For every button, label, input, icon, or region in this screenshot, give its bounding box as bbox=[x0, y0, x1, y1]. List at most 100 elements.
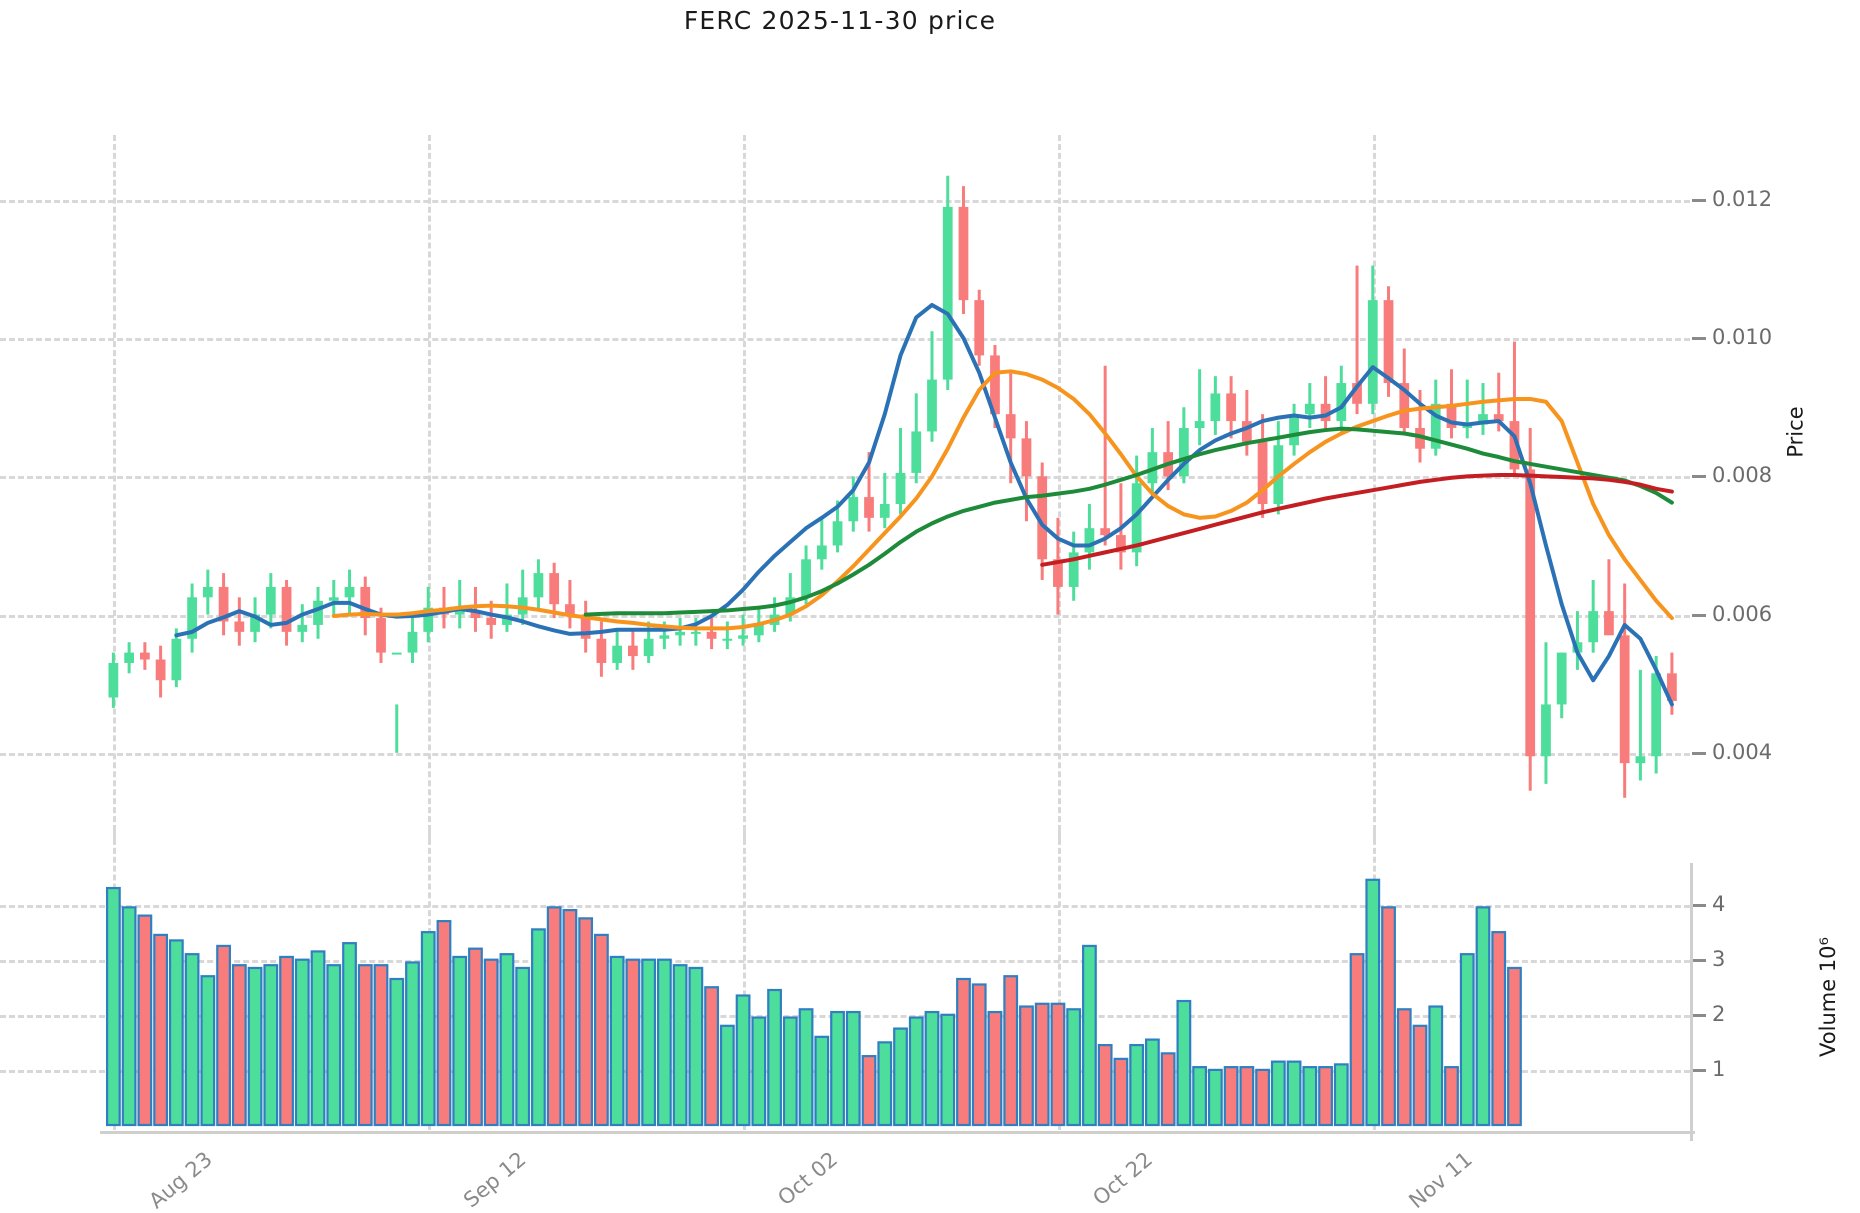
volume-bar bbox=[231, 964, 247, 1127]
volume-bar bbox=[216, 944, 231, 1127]
candle-body bbox=[1604, 611, 1614, 636]
price-tick-label: 0.006 bbox=[1712, 601, 1773, 626]
price-candles-svg bbox=[108, 175, 1677, 798]
candle-body bbox=[722, 638, 733, 641]
candle-body bbox=[628, 645, 638, 657]
volume-tick-mark bbox=[1692, 903, 1706, 907]
volume-bar bbox=[531, 928, 546, 1127]
volume-gridline bbox=[0, 1069, 1690, 1073]
candle-body bbox=[1446, 403, 1457, 428]
candle-body bbox=[738, 635, 748, 639]
candle-body bbox=[1257, 441, 1268, 505]
candle-body bbox=[391, 652, 402, 655]
candle-body bbox=[533, 573, 544, 598]
candle-body bbox=[423, 607, 434, 632]
candle-body bbox=[1509, 421, 1520, 470]
volume-bar bbox=[861, 1055, 877, 1127]
volume-bar bbox=[594, 933, 609, 1127]
candle-body bbox=[344, 586, 355, 598]
moving-average-line bbox=[583, 426, 1674, 617]
date-tick-label: Oct 22 bbox=[1088, 1147, 1158, 1211]
volume-axis-label: Volume 10⁶ bbox=[1815, 937, 1840, 1057]
volume-bars-svg bbox=[105, 878, 1522, 1127]
candle-body bbox=[1178, 427, 1189, 477]
candle-body bbox=[218, 586, 229, 622]
volume-bar bbox=[1097, 1044, 1113, 1127]
volume-axis-spine bbox=[1690, 863, 1693, 1141]
volume-bar bbox=[688, 966, 704, 1127]
date-gridline bbox=[1372, 135, 1376, 840]
volume-bar bbox=[436, 920, 452, 1127]
candle-body bbox=[1241, 421, 1252, 442]
price-tick-mark bbox=[1692, 613, 1706, 617]
candle-body bbox=[690, 631, 701, 634]
volume-bar bbox=[1082, 944, 1097, 1127]
volume-bar bbox=[452, 955, 468, 1127]
volume-gridline bbox=[0, 904, 1690, 908]
price-gridline bbox=[0, 199, 1690, 203]
volume-bar bbox=[562, 909, 578, 1127]
candle-body bbox=[816, 545, 827, 560]
volume-bar bbox=[1428, 1005, 1444, 1127]
date-tick-label: Nov 11 bbox=[1404, 1147, 1477, 1213]
candle-body bbox=[612, 645, 623, 663]
candle-body bbox=[675, 631, 685, 636]
volume-bar bbox=[546, 906, 562, 1127]
price-tick-mark bbox=[1692, 337, 1706, 341]
candle-body bbox=[1304, 403, 1315, 415]
volume-bar bbox=[121, 906, 137, 1127]
moving-average-line bbox=[174, 302, 1674, 707]
candle-body bbox=[1667, 673, 1677, 701]
volume-bar bbox=[1019, 1005, 1034, 1127]
date-gridline bbox=[743, 135, 747, 840]
candle-body bbox=[202, 586, 213, 598]
candle-body bbox=[1116, 535, 1126, 553]
volume-bar bbox=[940, 1013, 956, 1127]
volume-bar bbox=[137, 914, 153, 1127]
volume-axis-baseline bbox=[100, 1131, 1695, 1134]
candle-body bbox=[895, 472, 906, 505]
price-axis-label: Price bbox=[1783, 406, 1808, 458]
candle-body bbox=[187, 597, 197, 639]
candle-body bbox=[659, 635, 670, 639]
volume-bar bbox=[326, 964, 342, 1127]
volume-bar bbox=[1349, 953, 1365, 1127]
volume-bar bbox=[877, 1041, 893, 1127]
candle-body bbox=[942, 206, 953, 380]
volume-bar bbox=[405, 961, 420, 1127]
volume-bar bbox=[294, 958, 310, 1127]
candle-body bbox=[1635, 756, 1646, 764]
volume-bar bbox=[782, 1016, 798, 1127]
volume-bar bbox=[420, 931, 436, 1127]
volume-bar bbox=[499, 953, 515, 1127]
volume-bar bbox=[1444, 1066, 1459, 1127]
volume-bar bbox=[1491, 931, 1507, 1127]
volume-bar bbox=[1381, 906, 1396, 1127]
candle-body bbox=[486, 618, 497, 625]
candle-body bbox=[1336, 383, 1347, 422]
date-gridline bbox=[428, 135, 432, 840]
volume-gridline bbox=[0, 1014, 1690, 1018]
volume-bar bbox=[200, 975, 216, 1127]
volume-bar bbox=[1223, 1066, 1239, 1127]
candle-body bbox=[470, 611, 481, 619]
date-gridline bbox=[113, 135, 117, 840]
volume-bar bbox=[1333, 1063, 1349, 1127]
candle-body bbox=[155, 659, 166, 681]
candle-body bbox=[328, 597, 339, 601]
price-gridline bbox=[0, 476, 1690, 480]
volume-bar bbox=[1286, 1060, 1302, 1127]
volume-bar bbox=[342, 942, 357, 1127]
volume-bar bbox=[184, 953, 200, 1127]
volume-bar bbox=[908, 1016, 924, 1127]
candle-body bbox=[1068, 552, 1079, 587]
price-tick-mark bbox=[1692, 751, 1706, 755]
volume-bar bbox=[1003, 975, 1019, 1127]
candle-body bbox=[1430, 403, 1441, 449]
candle-body bbox=[927, 379, 937, 432]
candle-body bbox=[1005, 414, 1016, 439]
candle-body bbox=[1194, 421, 1205, 428]
price-gridline bbox=[0, 338, 1690, 342]
price-gridline bbox=[0, 614, 1690, 618]
volume-bar bbox=[893, 1027, 908, 1127]
